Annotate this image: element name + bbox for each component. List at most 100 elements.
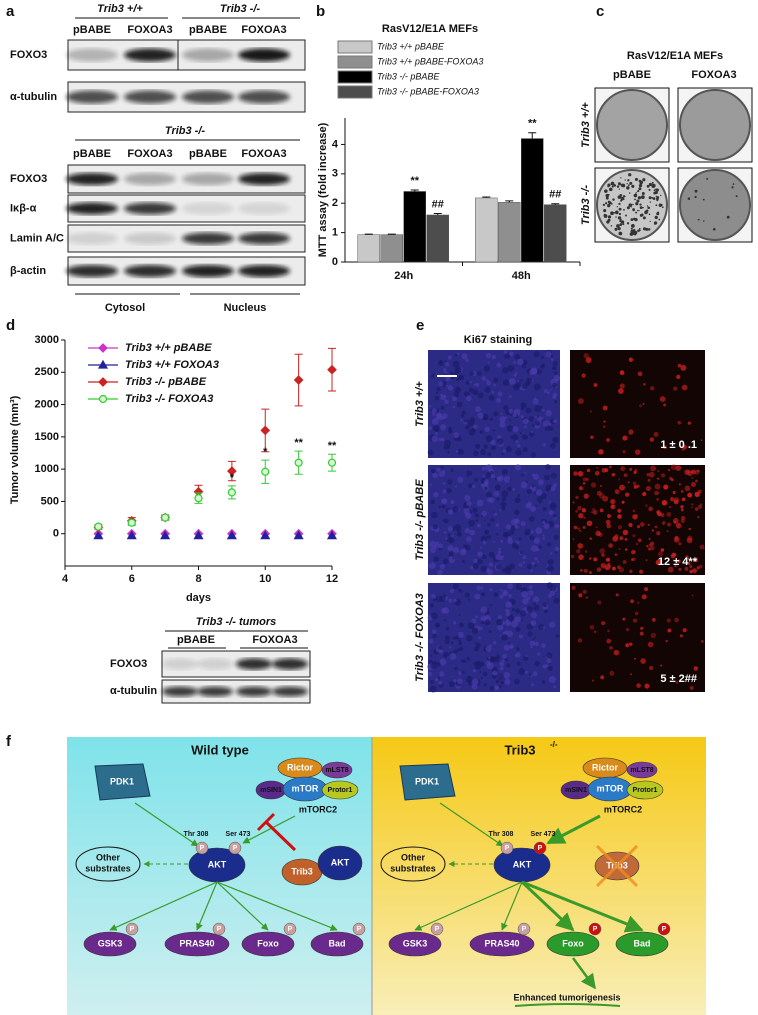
- nucleus: [454, 666, 458, 671]
- ki67-spot: [689, 686, 694, 690]
- nucleus: [442, 607, 449, 614]
- nucleus: [549, 584, 557, 592]
- nucleus: [553, 374, 561, 382]
- significance-label: *: [230, 472, 235, 484]
- nucleus: [522, 561, 526, 564]
- nucleus: [484, 619, 491, 626]
- ki67-spot: [617, 525, 623, 530]
- ki67-spot: [589, 625, 595, 630]
- y-axis-label: Tumor volume (mm³): [9, 395, 21, 504]
- colony: [657, 211, 660, 214]
- text-label: Bad: [328, 938, 345, 948]
- ki67-spot: [676, 374, 681, 380]
- nucleus: [548, 510, 554, 516]
- nucleus: [432, 424, 440, 432]
- nucleus: [452, 636, 457, 641]
- nucleus: [466, 419, 469, 423]
- colony: [616, 185, 620, 188]
- text-label: PDK1: [110, 776, 134, 786]
- nucleus: [433, 491, 439, 498]
- ki67-spot: [677, 420, 682, 425]
- nucleus: [522, 447, 528, 453]
- nucleus: [500, 501, 507, 508]
- ki67-spot: [667, 566, 674, 573]
- nucleus: [500, 412, 503, 415]
- text-label: Cytosol: [105, 302, 145, 314]
- nucleus: [514, 608, 521, 614]
- colony: [647, 228, 651, 231]
- ki67-spot: [681, 515, 686, 521]
- colony: [647, 206, 651, 210]
- nucleus: [520, 521, 526, 527]
- nucleus: [503, 350, 508, 355]
- nucleus: [442, 558, 449, 565]
- nucleus: [480, 449, 487, 456]
- nucleus: [520, 402, 526, 408]
- colony: [603, 213, 607, 217]
- nucleus: [550, 486, 556, 492]
- ki67-spot: [629, 569, 633, 574]
- nucleus: [522, 555, 527, 560]
- nucleus: [504, 678, 511, 685]
- ki67-spot: [673, 520, 677, 524]
- text-label: P: [233, 845, 238, 852]
- nucleus: [475, 443, 481, 449]
- nucleus: [514, 524, 519, 529]
- nucleus: [447, 533, 451, 537]
- nucleus: [474, 593, 481, 600]
- nucleus: [499, 421, 506, 428]
- nucleus: [506, 630, 514, 637]
- marker: [126, 530, 137, 540]
- nucleus: [551, 365, 557, 371]
- nucleus: [495, 554, 502, 560]
- ki67-spot: [585, 477, 589, 481]
- ki67-spot: [633, 485, 638, 489]
- nucleus: [539, 500, 542, 504]
- ki67-spot: [609, 646, 613, 650]
- nucleus: [472, 563, 479, 570]
- ki67-spot: [625, 643, 630, 648]
- ki67-spot: [680, 490, 684, 493]
- colony: [646, 184, 650, 188]
- text-label: GSK3: [403, 938, 428, 948]
- node: [83, 931, 137, 957]
- nucleus: [472, 507, 478, 513]
- ki67-spot: [573, 471, 578, 476]
- nucleus: [463, 544, 467, 548]
- nucleus: [501, 634, 508, 641]
- nucleus: [485, 435, 493, 443]
- nucleus: [431, 435, 438, 443]
- colony: [639, 206, 643, 210]
- text-label: FOXOA3: [127, 148, 172, 160]
- nucleus: [481, 592, 486, 597]
- ki67-spot: [570, 554, 575, 559]
- arrow: [242, 815, 296, 844]
- arrow: [546, 814, 601, 845]
- nucleus: [477, 551, 483, 557]
- nucleus: [546, 542, 552, 547]
- legend-swatch: [337, 40, 373, 54]
- node: [310, 931, 364, 957]
- ki67-spot: [649, 665, 654, 671]
- nucleus: [487, 452, 492, 457]
- nucleus: [476, 499, 484, 507]
- nucleus: [449, 645, 452, 649]
- nucleus: [502, 404, 509, 411]
- nucleus: [484, 479, 489, 484]
- phospho-site: [657, 922, 671, 936]
- ki67-spot: [690, 481, 697, 488]
- nucleus: [482, 413, 489, 421]
- nucleus: [450, 641, 454, 645]
- nucleus: [538, 545, 543, 550]
- nucleus: [504, 657, 509, 662]
- blot-band: [124, 48, 176, 62]
- nucleus: [486, 381, 491, 386]
- marker: [260, 425, 271, 436]
- nucleus: [430, 662, 437, 670]
- nucleus: [542, 602, 548, 608]
- nucleus: [541, 408, 545, 412]
- marker: [294, 458, 303, 467]
- phospho-site: [283, 922, 297, 936]
- y-tick-label: 0: [53, 528, 59, 540]
- ki67-spot: [698, 504, 703, 509]
